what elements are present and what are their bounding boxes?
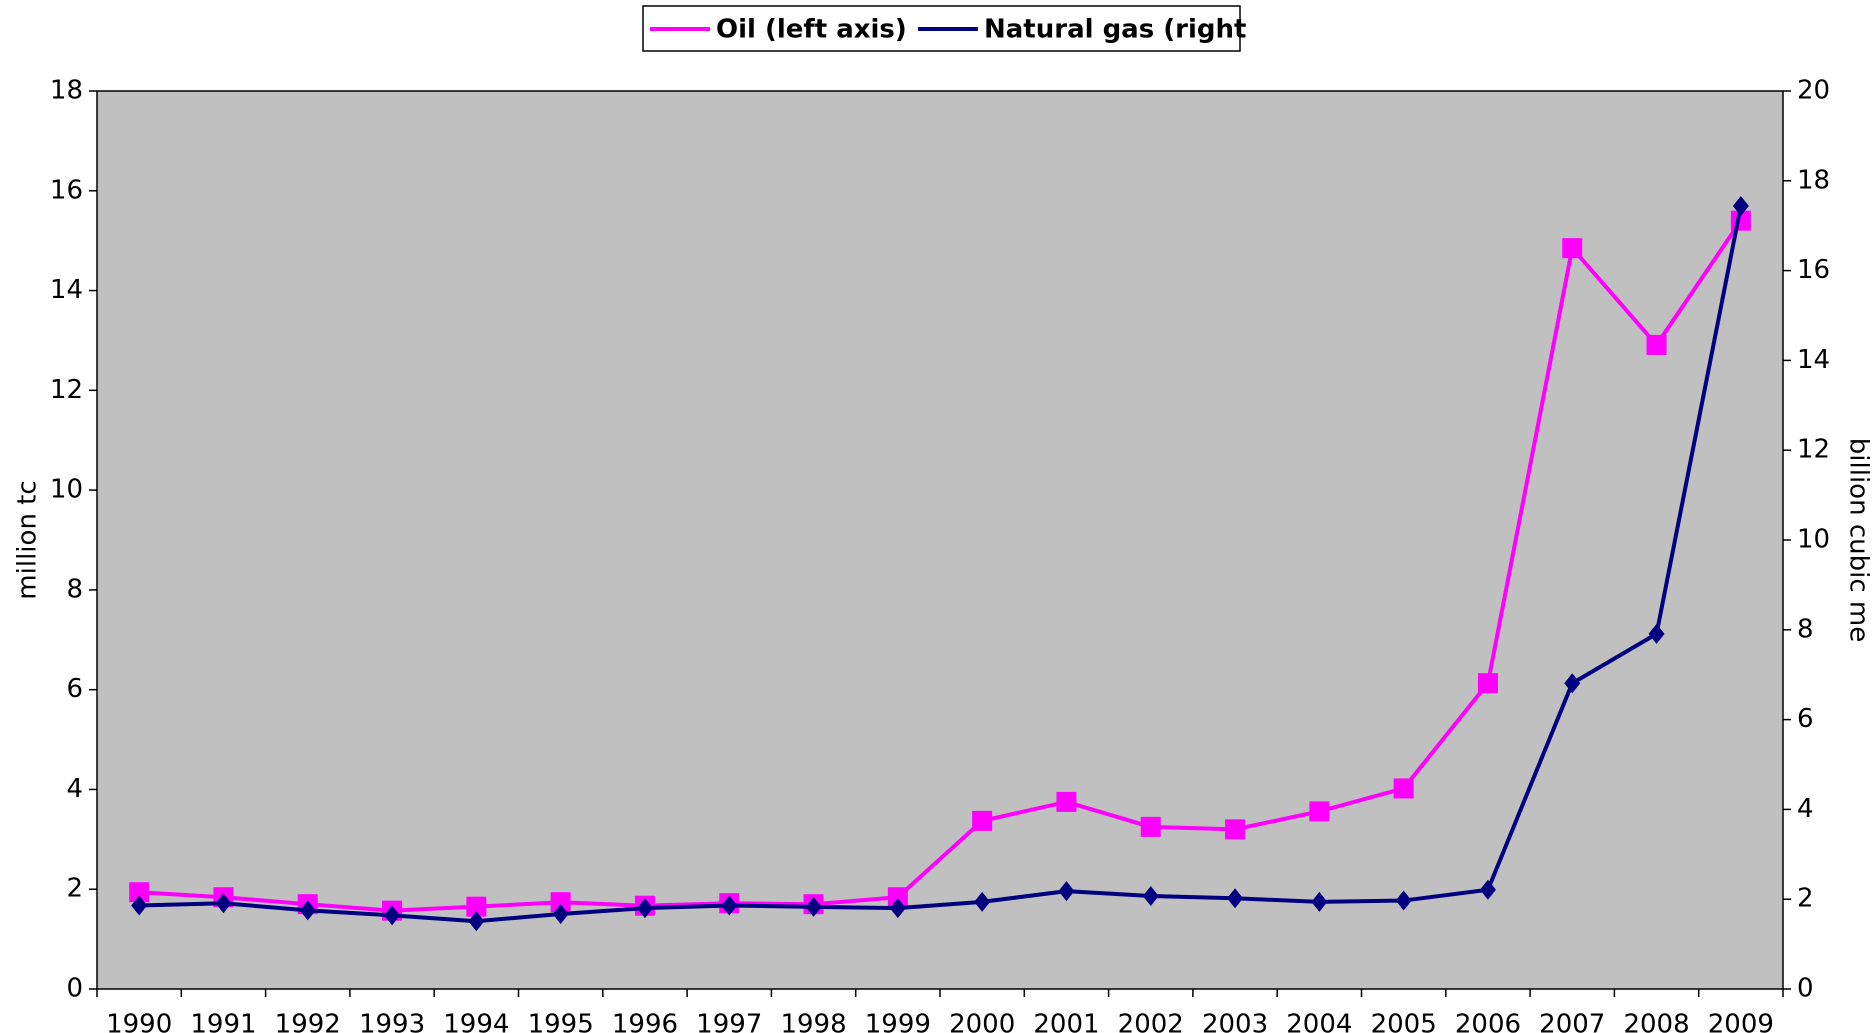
x-tick-label: 1996 bbox=[612, 1010, 678, 1033]
data-point bbox=[889, 898, 906, 919]
y-tick-label: 0 bbox=[66, 974, 83, 1004]
data-point bbox=[1225, 819, 1246, 840]
y-axis-label: million tc bbox=[13, 480, 43, 599]
data-point bbox=[1732, 195, 1749, 216]
data-point bbox=[1395, 890, 1412, 911]
data-point bbox=[1056, 791, 1077, 812]
data-point bbox=[552, 904, 569, 925]
y2-tick-label: 16 bbox=[1797, 255, 1830, 285]
y2-tick-label: 8 bbox=[1797, 614, 1814, 644]
y2-tick-label: 2 bbox=[1797, 884, 1814, 914]
data-point bbox=[1140, 816, 1161, 837]
x-tick-label: 2005 bbox=[1371, 1010, 1437, 1033]
x-tick-label: 1991 bbox=[190, 1010, 256, 1033]
x-tick-label: 1994 bbox=[443, 1010, 509, 1033]
data-point bbox=[1479, 879, 1496, 900]
data-point bbox=[887, 887, 908, 908]
x-tick-label: 2001 bbox=[1033, 1010, 1099, 1033]
x-tick-label: 2004 bbox=[1286, 1010, 1352, 1033]
series-line bbox=[139, 219, 1743, 913]
data-point bbox=[384, 905, 401, 926]
data-point bbox=[1227, 888, 1244, 909]
series-line bbox=[139, 205, 1743, 924]
data-point bbox=[1648, 623, 1665, 644]
y2-tick-label: 20 bbox=[1797, 76, 1830, 106]
data-point bbox=[636, 898, 653, 919]
data-point bbox=[1477, 673, 1498, 694]
data-point bbox=[1562, 238, 1583, 259]
x-tick-label: 1993 bbox=[359, 1010, 425, 1033]
x-tick-label: 2003 bbox=[1202, 1010, 1268, 1033]
data-point bbox=[721, 895, 738, 916]
legend-label: Natural gas (right bbox=[984, 15, 1246, 45]
y2-tick-label: 0 bbox=[1797, 974, 1814, 1004]
data-point bbox=[805, 896, 822, 917]
data-point bbox=[1058, 881, 1075, 902]
data-point bbox=[1646, 334, 1667, 355]
y2-tick-label: 14 bbox=[1797, 345, 1830, 375]
y-tick-label: 16 bbox=[50, 175, 83, 205]
y-tick-label: 6 bbox=[66, 674, 83, 704]
data-point bbox=[129, 882, 150, 903]
y-tick-label: 2 bbox=[66, 874, 83, 904]
y-tick-label: 10 bbox=[50, 475, 83, 505]
x-tick-label: 2000 bbox=[949, 1010, 1015, 1033]
x-tick-label: 1990 bbox=[106, 1010, 172, 1033]
y-tick-label: 8 bbox=[66, 574, 83, 604]
data-point bbox=[550, 892, 571, 913]
plot-area bbox=[96, 90, 1784, 990]
data-point bbox=[466, 896, 487, 917]
data-point bbox=[1564, 673, 1581, 694]
y2-tick-label: 10 bbox=[1797, 525, 1830, 555]
data-point bbox=[1393, 778, 1414, 799]
x-tick-label: 1999 bbox=[865, 1010, 931, 1033]
y2-tick-label: 18 bbox=[1797, 165, 1830, 195]
legend: Oil (left axis) Natural gas (right bbox=[642, 5, 1246, 52]
data-point bbox=[131, 895, 148, 916]
y2-tick-label: 4 bbox=[1797, 794, 1814, 824]
x-tick-label: 1998 bbox=[780, 1010, 846, 1033]
x-tick-label: 1997 bbox=[696, 1010, 762, 1033]
data-point bbox=[1309, 801, 1330, 822]
y2-tick-label: 12 bbox=[1797, 435, 1830, 465]
data-point bbox=[972, 810, 993, 831]
data-point bbox=[468, 911, 485, 932]
y-tick-label: 18 bbox=[50, 76, 83, 106]
x-tick-label: 2007 bbox=[1539, 1010, 1605, 1033]
data-point bbox=[215, 893, 232, 914]
y-tick-label: 14 bbox=[50, 275, 83, 305]
data-point bbox=[974, 891, 991, 912]
y-tick-label: 12 bbox=[50, 375, 83, 405]
data-point bbox=[299, 900, 316, 921]
x-tick-label: 2009 bbox=[1708, 1010, 1774, 1033]
x-tick-label: 1992 bbox=[275, 1010, 341, 1033]
y2-tick-label: 6 bbox=[1797, 704, 1814, 734]
x-tick-label: 1995 bbox=[528, 1010, 594, 1033]
x-tick-label: 2008 bbox=[1623, 1010, 1689, 1033]
data-point bbox=[1311, 891, 1328, 912]
y-tick-label: 4 bbox=[66, 774, 83, 804]
legend-label: Oil (left axis) bbox=[716, 15, 907, 45]
x-tick-label: 2002 bbox=[1118, 1010, 1184, 1033]
data-point bbox=[1142, 886, 1159, 907]
x-tick-label: 2006 bbox=[1455, 1010, 1521, 1033]
y2-axis-label: billion cubic me bbox=[1844, 438, 1874, 642]
